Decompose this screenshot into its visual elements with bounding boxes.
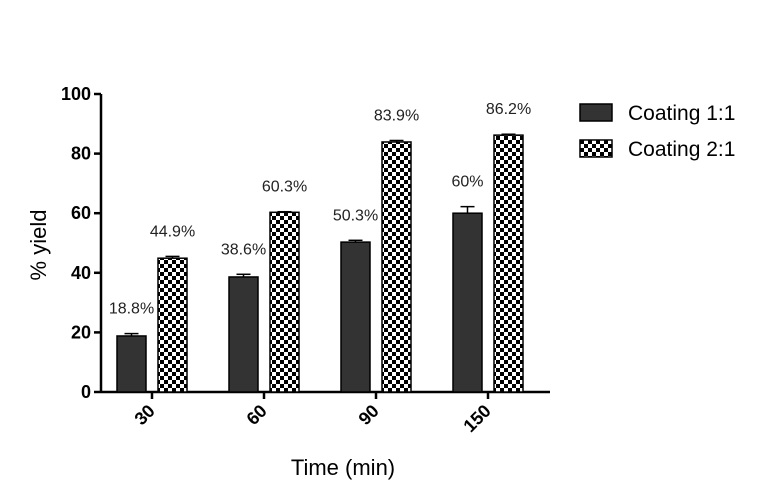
y-tick-label: 60 [71, 203, 91, 223]
bar-series-1-90 [340, 241, 371, 393]
data-label-series-2-90: 83.9% [374, 107, 419, 124]
bar-series-1-60 [228, 276, 259, 393]
x-tick-label: 90 [355, 401, 383, 429]
y-tick-label: 0 [81, 382, 91, 402]
bars [116, 133, 524, 393]
legend-swatch-1 [579, 103, 613, 122]
y-axis-title: % yield [26, 210, 51, 281]
data-label-series-2-150: 86.2% [486, 101, 531, 118]
y-tick-label: 40 [71, 263, 91, 283]
data-label-series-1-150: 60% [451, 174, 483, 191]
y-tick-label: 20 [71, 322, 91, 342]
data-label-series-2-60: 60.3% [262, 179, 307, 196]
y-tick-label: 80 [71, 144, 91, 164]
bar-series-2-30 [157, 257, 188, 393]
bar-series-2-90 [381, 141, 412, 393]
bar-series-1-30 [116, 335, 147, 393]
bar-series-1-150 [452, 212, 483, 393]
legend-swatch-2 [579, 139, 613, 158]
data-labels: 18.8% 38.6% 50.3% 60% 44.9% 60.3% 83.9% 86.2% [109, 101, 531, 317]
x-tick-label: 30 [131, 401, 159, 429]
data-label-series-2-30: 44.9% [150, 223, 195, 240]
bar-series-2-60 [269, 211, 300, 393]
data-label-series-1-90: 50.3% [333, 207, 378, 224]
legend-label-1: Coating 1:1 [628, 102, 735, 125]
x-tick-label: 150 [459, 401, 494, 436]
y-tick-label: 100 [61, 84, 91, 104]
data-label-series-1-30: 18.8% [109, 301, 154, 318]
legend: Coating 1:1 Coating 2:1 [579, 102, 735, 161]
bar-series-2-150 [493, 134, 524, 393]
x-tick-label: 60 [243, 401, 271, 429]
legend-label-2: Coating 2:1 [628, 138, 735, 161]
x-axis-title: Time (min) [291, 455, 395, 480]
data-label-series-1-60: 38.6% [221, 241, 266, 258]
